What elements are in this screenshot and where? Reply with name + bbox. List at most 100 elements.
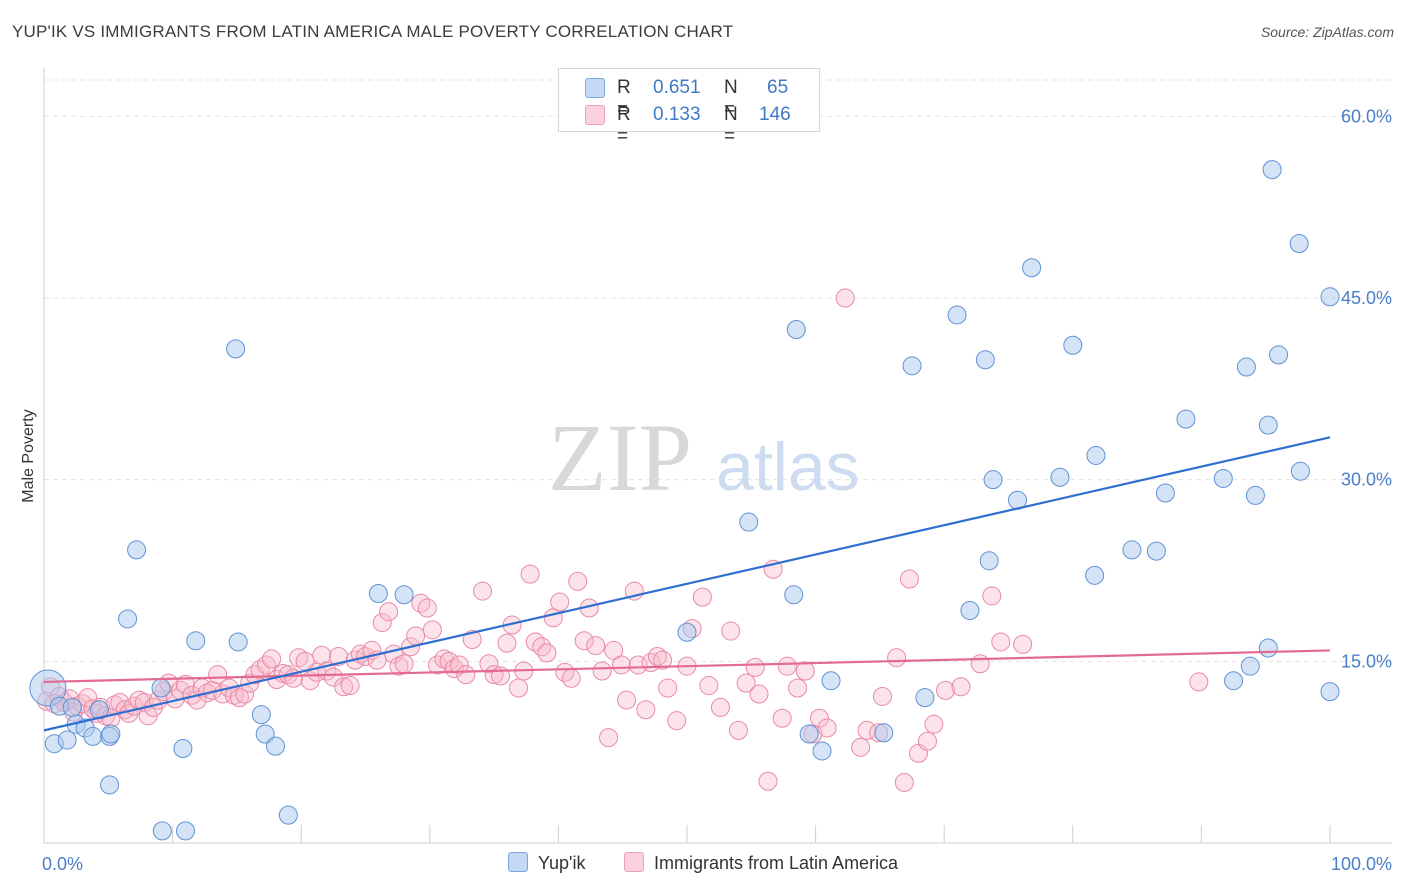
data-point-immigrants [479, 654, 499, 674]
data-point-immigrants [323, 667, 343, 687]
data-point-immigrants [520, 564, 540, 584]
data-point-yupik [1155, 483, 1175, 503]
watermark: ZIP atlas [548, 404, 860, 511]
legend-n-value: 65 [767, 77, 789, 98]
legend-n-value: 146 [759, 104, 791, 125]
data-point-immigrants [935, 680, 955, 700]
y-tick-label: 15.0% [1341, 651, 1392, 671]
data-point-immigrants [444, 659, 464, 679]
data-point-immigrants [537, 643, 557, 663]
data-point-yupik [975, 350, 995, 370]
bottom-legend-yupik: Yup'ik [508, 852, 585, 874]
data-point-immigrants [692, 587, 712, 607]
data-point-immigrants [389, 656, 409, 676]
data-point-yupik [265, 736, 285, 756]
watermark-atlas: atlas [716, 429, 860, 505]
data-point-immigrants [887, 648, 907, 668]
data-point-yupik [902, 356, 922, 376]
data-point-immigrants [658, 678, 678, 698]
legend-r-value: 0.651 [653, 77, 701, 98]
data-point-yupik [151, 678, 171, 698]
data-point-yupik [368, 584, 388, 604]
data-point-yupik [1063, 335, 1083, 355]
data-point-yupik [186, 631, 206, 651]
data-point-immigrants [1189, 672, 1209, 692]
data-point-immigrants [568, 571, 588, 591]
tick-labels: 15.0% 30.0% 45.0% 60.0% 0.0% 100.0% [42, 106, 1392, 874]
data-point-yupik [1289, 234, 1309, 253]
data-point-immigrants [289, 648, 309, 668]
data-point-yupik [1085, 565, 1105, 585]
legend-r-label: R = [617, 104, 631, 147]
y-tick-label: 30.0% [1341, 470, 1392, 490]
data-point-immigrants [497, 633, 517, 653]
data-point-yupik [812, 741, 832, 761]
data-point-immigrants [406, 626, 426, 646]
data-point-yupik [101, 724, 121, 744]
data-point-immigrants [970, 654, 990, 674]
data-point-yupik [278, 805, 298, 825]
data-point-immigrants [599, 728, 619, 748]
chart-title: YUP'IK VS IMMIGRANTS FROM LATIN AMERICA … [12, 22, 734, 41]
data-point-yupik [127, 540, 147, 560]
data-point-yupik [394, 585, 414, 605]
data-point-yupik [1050, 467, 1070, 487]
data-point-yupik [1224, 671, 1244, 691]
data-point-immigrants [777, 656, 797, 676]
data-point-immigrants [667, 711, 687, 731]
data-point-yupik [1290, 461, 1310, 481]
data-point-immigrants [250, 660, 270, 680]
data-point-immigrants [894, 772, 914, 792]
data-point-immigrants [951, 677, 971, 697]
data-point-immigrants [456, 665, 476, 685]
legend-swatch-immigrants [585, 105, 605, 125]
watermark-zip: ZIP [548, 404, 692, 511]
data-point-yupik [1258, 638, 1278, 658]
data-point-yupik [1262, 160, 1282, 180]
data-point-yupik [100, 775, 120, 795]
data-point-immigrants [379, 602, 399, 622]
data-point-immigrants [574, 631, 594, 651]
data-point-yupik [118, 609, 138, 629]
data-point-immigrants [78, 688, 98, 708]
data-point-immigrants [586, 636, 606, 656]
data-point-immigrants [728, 720, 748, 740]
data-point-yupik [175, 821, 195, 841]
trend-line-yupik [43, 436, 1331, 732]
data-point-yupik [226, 339, 246, 359]
data-point-yupik [1022, 258, 1042, 278]
data-point-immigrants [473, 581, 493, 601]
data-point-yupik [62, 697, 82, 717]
data-point-yupik [784, 585, 804, 605]
gridlines [44, 79, 1392, 662]
trend-lines [43, 436, 1331, 732]
data-point-immigrants [372, 613, 392, 633]
data-point-immigrants [592, 661, 612, 681]
data-point-yupik [960, 600, 980, 620]
data-point-yupik [83, 726, 103, 746]
data-point-yupik [799, 724, 819, 744]
data-point-yupik [1240, 656, 1260, 676]
series-immigrants-points [37, 288, 1209, 792]
data-point-yupik [1146, 541, 1166, 561]
data-point-yupik [1236, 357, 1256, 377]
legend-n-label: N = [724, 77, 738, 120]
data-point-immigrants [550, 592, 570, 612]
data-point-immigrants [872, 686, 892, 706]
data-point-immigrants [334, 677, 354, 697]
data-point-immigrants [340, 676, 360, 696]
data-point-yupik [786, 319, 806, 339]
data-point-yupik [1320, 287, 1340, 307]
data-point-yupik [915, 688, 935, 708]
data-point-immigrants [699, 676, 719, 696]
bottom-legend-swatch-immigrants [624, 852, 644, 872]
data-point-immigrants [417, 598, 437, 618]
data-point-immigrants [924, 714, 944, 734]
data-point-immigrants [745, 657, 765, 677]
axes [43, 68, 1392, 844]
data-point-immigrants [394, 654, 414, 674]
data-point-yupik [29, 669, 67, 707]
legend-r-value: 0.133 [653, 104, 701, 125]
data-point-immigrants [1013, 634, 1033, 654]
